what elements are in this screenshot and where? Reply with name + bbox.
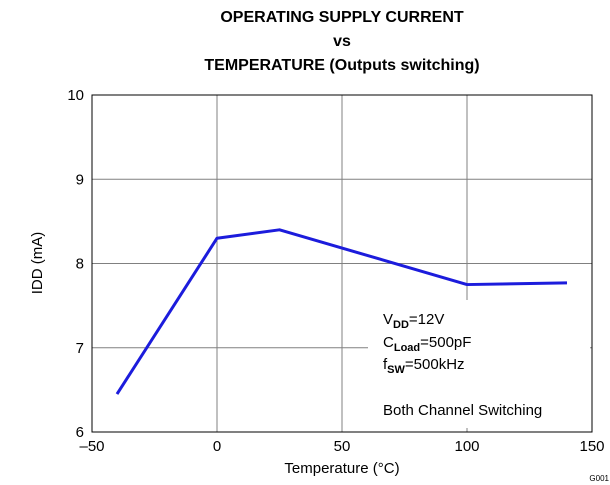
annotation-text: =500pF: [420, 334, 471, 351]
annotation-text: V: [383, 311, 393, 328]
y-tick-label: 9: [76, 171, 84, 188]
plot-frame: [91, 94, 593, 433]
y-tick-label: 8: [76, 256, 84, 273]
x-tick-label: 150: [579, 438, 604, 455]
annotation-box: [368, 300, 590, 428]
data-line: [115, 228, 568, 395]
chart-title: TEMPERATURE (Outputs switching): [204, 57, 479, 74]
annotation-subscript: DD: [393, 319, 409, 331]
annotation-subscript: Load: [394, 342, 420, 354]
chart-title: vs: [333, 33, 351, 50]
annotation: fSW=500kHz: [383, 356, 465, 376]
y-tick-label: 10: [67, 87, 84, 104]
annotation: Both Channel Switching: [383, 402, 542, 419]
x-tick-label: 0: [213, 438, 221, 455]
y-tick-label: 7: [76, 340, 84, 357]
y-axis-label: IDD (mA): [29, 232, 46, 295]
x-axis-label: Temperature (°C): [284, 460, 399, 477]
annotation-subscript: SW: [387, 364, 405, 376]
annotation-text: =500kHz: [405, 356, 465, 373]
figure-id: G001: [589, 474, 609, 483]
annotation-text: f: [383, 356, 388, 373]
annotation-text: C: [383, 334, 394, 351]
x-tick-label: 100: [454, 438, 479, 455]
annotation: CLoad=500pF: [383, 334, 471, 354]
annotation-text: Both Channel Switching: [383, 402, 542, 419]
y-tick-label: 6: [76, 424, 84, 441]
annotation: VDD=12V: [383, 311, 444, 331]
x-tick-label: 50: [334, 438, 351, 455]
chart-title: OPERATING SUPPLY CURRENT: [220, 9, 464, 26]
annotation-text: =12V: [409, 311, 444, 328]
x-tick-label: –50: [79, 438, 104, 455]
